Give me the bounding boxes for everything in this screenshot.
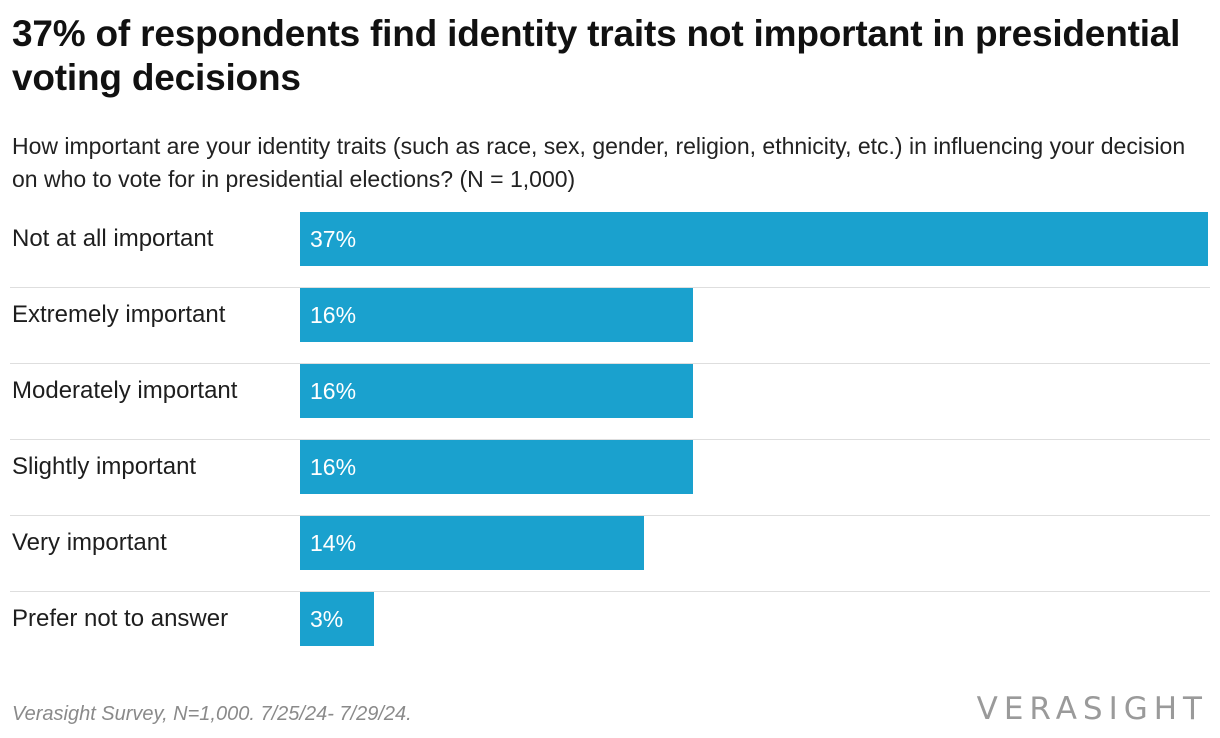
bar [300,212,1208,266]
category-label: Moderately important [12,377,238,404]
row-divider [10,591,1210,592]
row-divider [10,287,1210,288]
category-label: Very important [12,529,167,556]
bar [300,364,693,418]
category-label: Prefer not to answer [12,605,229,632]
bar [300,440,693,494]
bar [300,516,644,570]
bar-row: Extremely important 16% [0,288,1220,364]
row-divider [10,363,1210,364]
bar-row: Moderately important 16% [0,364,1220,440]
bar-row: Prefer not to answer 3% [0,592,1220,668]
row-divider [10,439,1210,440]
bar [300,288,693,342]
source-note: Verasight Survey, N=1,000. 7/25/24- 7/29… [12,703,412,725]
bar-row: Slightly important 16% [0,440,1220,516]
bar-value-label: 3% [310,606,344,632]
category-label: Slightly important [12,453,197,480]
bar-value-label: 16% [310,378,357,404]
verasight-logo: VERASIGHT [976,691,1208,727]
bar [300,592,374,646]
chart-title: 37% of respondents find identity traits … [12,13,1181,98]
category-label: Not at all important [12,225,214,252]
bar-chart: Not at all important 37% Extremely importa… [0,212,1220,662]
bar-value-label: 16% [310,454,357,480]
bar-value-label: 14% [310,530,357,556]
category-label: Extremely important [12,301,226,328]
row-divider [10,515,1210,516]
bar-value-label: 37% [310,226,357,252]
chart-subtitle: How important are your identity traits (… [12,133,1186,192]
bar-row: Not at all important 37% [0,212,1220,288]
bar-value-label: 16% [310,302,357,328]
bar-row: Very important 14% [0,516,1220,592]
